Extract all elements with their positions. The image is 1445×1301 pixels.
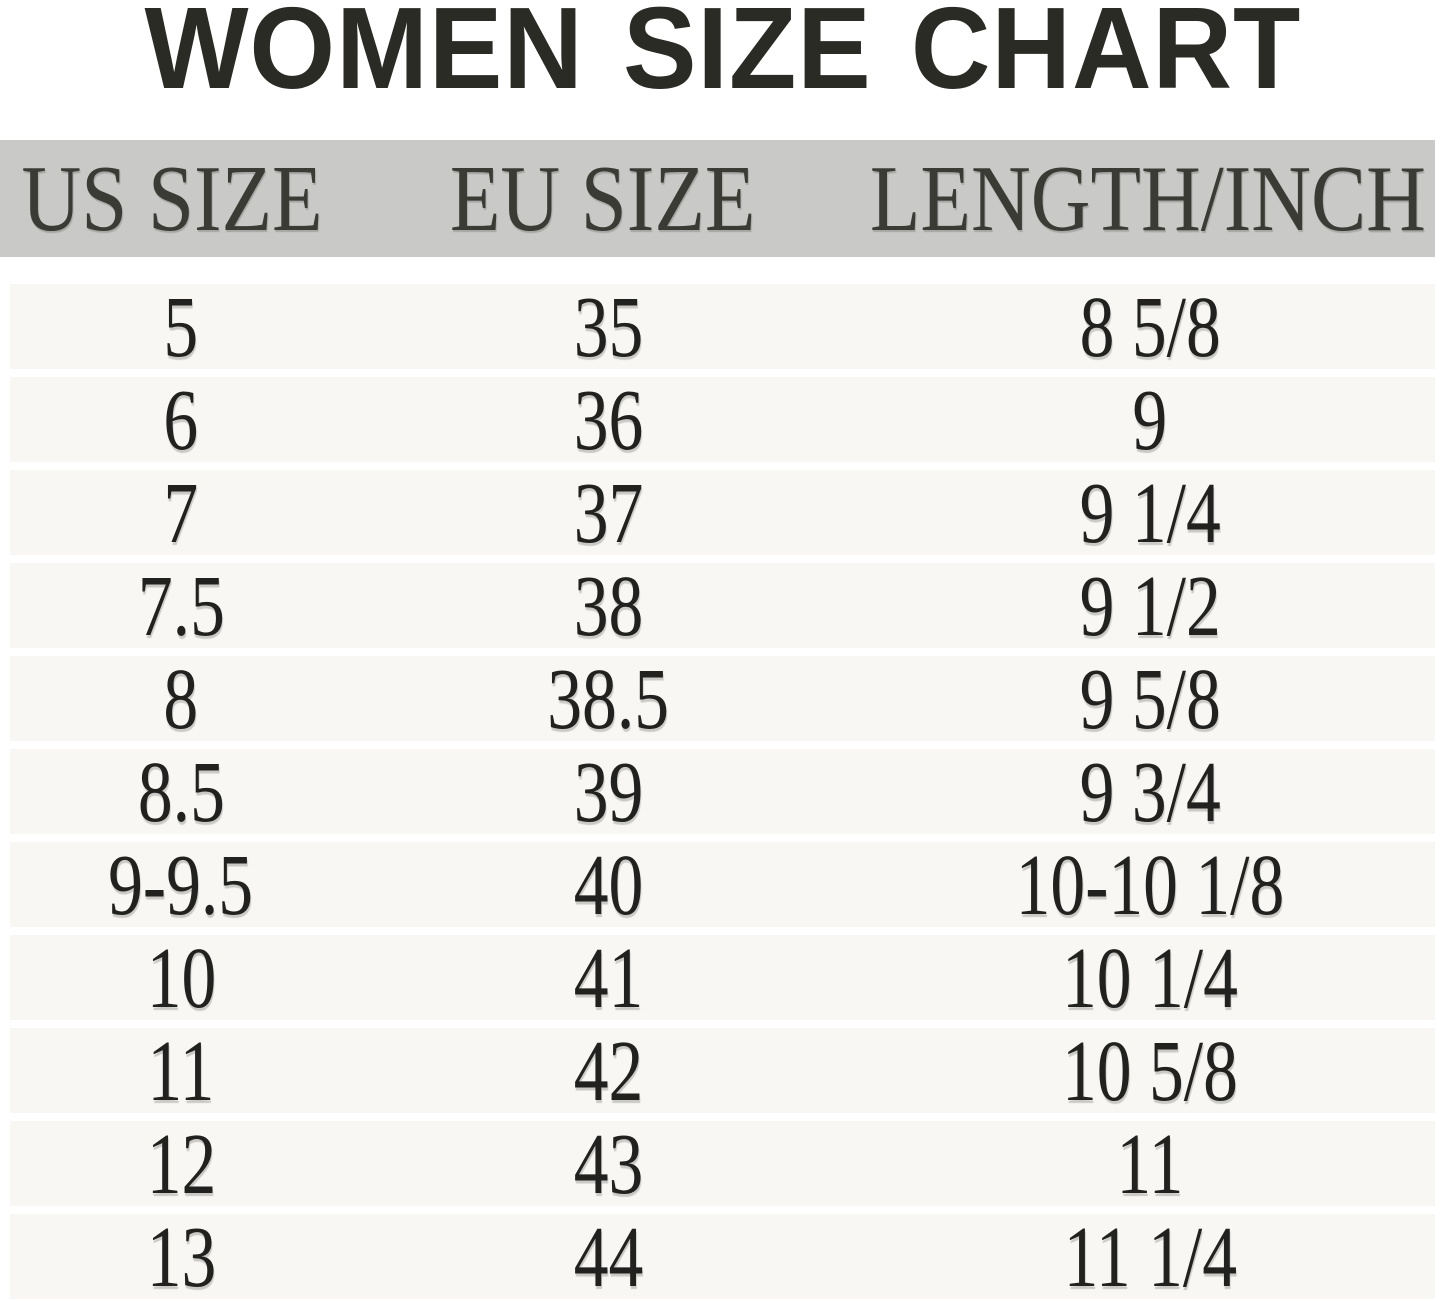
table-row: 11 42 10 5/8 (10, 1022, 1435, 1119)
column-header-label: US SIZE (21, 146, 323, 251)
cell-value: 9 1/2 (1079, 557, 1221, 654)
us-size-cell: 9-9.5 (10, 836, 352, 933)
column-header-eu-size: EU SIZE (344, 140, 861, 257)
eu-size-cell: 43 (352, 1115, 865, 1212)
eu-size-cell: 41 (352, 929, 865, 1026)
table-row: 5 35 8 5/8 (10, 278, 1435, 375)
us-size-cell: 7.5 (10, 557, 352, 654)
cell-value: 13 (146, 1208, 216, 1301)
cell-value: 40 (573, 836, 644, 933)
cell-value: 6 (163, 371, 199, 468)
cell-value: 43 (573, 1115, 644, 1212)
table-row: 12 43 11 (10, 1115, 1435, 1212)
cell-value: 38.5 (547, 650, 670, 747)
us-size-cell: 5 (10, 278, 352, 375)
table-row: 8 38.5 9 5/8 (10, 650, 1435, 747)
table-row: 10 41 10 1/4 (10, 929, 1435, 1026)
cell-value: 38 (573, 557, 644, 654)
cell-value: 9 3/4 (1079, 743, 1221, 840)
cell-value: 12 (146, 1115, 216, 1212)
us-size-cell: 8 (10, 650, 352, 747)
cell-value: 8 5/8 (1079, 278, 1221, 375)
column-header-label: LENGTH/INCH (870, 146, 1426, 251)
cell-value: 7.5 (137, 557, 225, 654)
length-inch-cell: 8 5/8 (865, 278, 1435, 375)
eu-size-cell: 35 (352, 278, 865, 375)
cell-value: 37 (573, 464, 644, 561)
eu-size-cell: 42 (352, 1022, 865, 1119)
us-size-cell: 6 (10, 371, 352, 468)
cell-value: 8.5 (137, 743, 225, 840)
table-row: 7 37 9 1/4 (10, 464, 1435, 561)
cell-value: 42 (573, 1022, 644, 1119)
cell-value: 9 (1132, 371, 1168, 468)
us-size-cell: 8.5 (10, 743, 352, 840)
length-inch-cell: 10-10 1/8 (865, 836, 1435, 933)
cell-value: 11 (1116, 1115, 1184, 1212)
table-row: 13 44 11 1/4 (10, 1208, 1435, 1301)
table-row: 6 36 9 (10, 371, 1435, 468)
eu-size-cell: 39 (352, 743, 865, 840)
length-inch-cell: 9 3/4 (865, 743, 1435, 840)
cell-value: 10-10 1/8 (1015, 836, 1285, 933)
cell-value: 11 (147, 1022, 215, 1119)
cell-value: 9-9.5 (108, 836, 254, 933)
table-header-row: US SIZE EU SIZE LENGTH/INCH (0, 140, 1435, 257)
length-inch-cell: 9 5/8 (865, 650, 1435, 747)
table-row: 9-9.5 40 10-10 1/8 (10, 836, 1435, 933)
us-size-cell: 12 (10, 1115, 352, 1212)
cell-value: 10 5/8 (1062, 1022, 1238, 1119)
column-header-length-inch: LENGTH/INCH (861, 140, 1435, 257)
cell-value: 10 1/4 (1062, 929, 1238, 1026)
eu-size-cell: 38 (352, 557, 865, 654)
cell-value: 9 1/4 (1079, 464, 1221, 561)
table-row: 8.5 39 9 3/4 (10, 743, 1435, 840)
cell-value: 39 (573, 743, 644, 840)
cell-value: 36 (573, 371, 644, 468)
cell-value: 5 (163, 278, 199, 375)
length-inch-cell: 10 5/8 (865, 1022, 1435, 1119)
column-header-us-size: US SIZE (0, 140, 344, 257)
cell-value: 9 5/8 (1079, 650, 1221, 747)
cell-value: 10 (146, 929, 216, 1026)
eu-size-cell: 36 (352, 371, 865, 468)
us-size-cell: 13 (10, 1208, 352, 1301)
cell-value: 11 1/4 (1063, 1208, 1237, 1301)
length-inch-cell: 9 1/2 (865, 557, 1435, 654)
eu-size-cell: 40 (352, 836, 865, 933)
eu-size-cell: 44 (352, 1208, 865, 1301)
length-inch-cell: 9 1/4 (865, 464, 1435, 561)
cell-value: 41 (573, 929, 644, 1026)
cell-value: 8 (163, 650, 199, 747)
eu-size-cell: 37 (352, 464, 865, 561)
cell-value: 44 (573, 1208, 644, 1301)
eu-size-cell: 38.5 (352, 650, 865, 747)
cell-value: 7 (163, 464, 199, 561)
us-size-cell: 7 (10, 464, 352, 561)
cell-value: 35 (573, 278, 644, 375)
length-inch-cell: 11 (865, 1115, 1435, 1212)
length-inch-cell: 11 1/4 (865, 1208, 1435, 1301)
us-size-cell: 10 (10, 929, 352, 1026)
column-header-label: EU SIZE (449, 146, 756, 251)
page-title: WOMEN SIZE CHART (0, 0, 1445, 140)
us-size-cell: 11 (10, 1022, 352, 1119)
table-row: 7.5 38 9 1/2 (10, 557, 1435, 654)
page-title-text: WOMEN SIZE CHART (144, 0, 1301, 113)
length-inch-cell: 10 1/4 (865, 929, 1435, 1026)
length-inch-cell: 9 (865, 371, 1435, 468)
